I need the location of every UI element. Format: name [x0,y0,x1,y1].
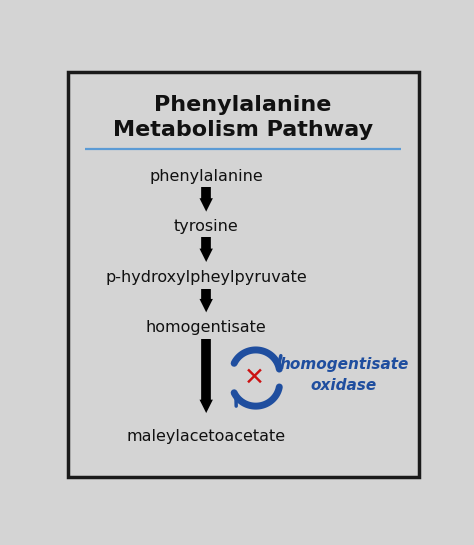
FancyBboxPatch shape [68,72,419,477]
Text: ✕: ✕ [244,366,264,390]
Text: p-hydroxylpheylpyruvate: p-hydroxylpheylpyruvate [105,270,307,285]
Text: tyrosine: tyrosine [174,220,238,234]
Text: homogentisate: homogentisate [279,356,409,372]
Text: oxidase: oxidase [311,378,377,393]
Text: Phenylalanine: Phenylalanine [154,95,332,115]
Text: Metabolism Pathway: Metabolism Pathway [113,120,373,141]
Text: homogentisate: homogentisate [146,320,266,335]
Text: maleylacetoacetate: maleylacetoacetate [127,429,286,444]
Text: phenylalanine: phenylalanine [149,169,263,184]
